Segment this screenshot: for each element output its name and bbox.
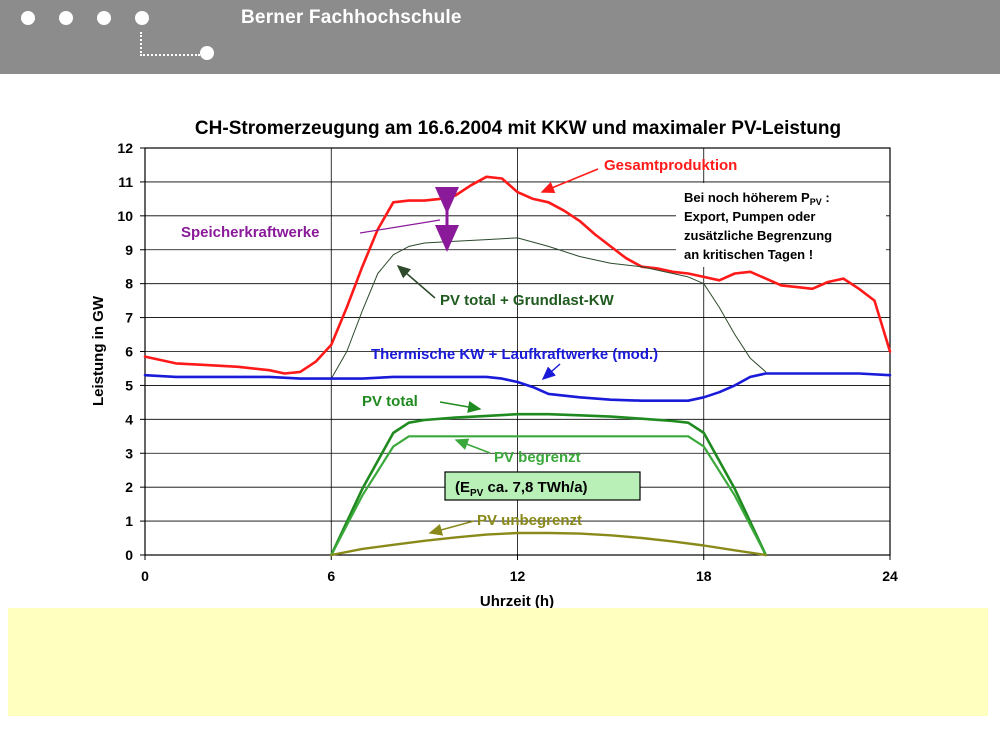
x-tick-label: 24 <box>882 568 898 584</box>
note-line1-sub: PV <box>810 197 822 207</box>
header-bar: Berner Fachhochschule <box>0 0 1000 74</box>
label-gesamtproduktion: Gesamtproduktion <box>604 157 737 174</box>
y-tick-label: 10 <box>117 208 133 224</box>
notes-panel <box>8 608 988 716</box>
y-tick-label: 12 <box>117 140 133 156</box>
series-line-pv-unbegrenzt <box>330 531 767 557</box>
chart-title: CH-Stromerzeugung am 16.6.2004 mit KKW u… <box>195 118 841 139</box>
series-line-grundlast <box>330 237 767 380</box>
y-tick-label: 6 <box>125 344 133 360</box>
svg-text:(EPV ca. 7,8 TWh/a): (EPV ca. 7,8 TWh/a) <box>455 479 588 499</box>
header-title: Berner Fachhochschule <box>241 7 462 28</box>
x-tick-label: 12 <box>510 568 526 584</box>
epv-suffix: ca. 7,8 TWh/a) <box>483 479 587 496</box>
arrow-grundlast <box>396 265 436 299</box>
series-line-thermisch <box>143 372 892 403</box>
note-line3: zusätzliche Begrenzung <box>684 228 832 243</box>
epv-prefix: (E <box>455 479 470 496</box>
y-tick-label: 11 <box>118 174 133 190</box>
epv-box: (EPV ca. 7,8 TWh/a) <box>444 471 641 501</box>
nav-dot-3[interactable] <box>97 11 111 25</box>
nav-dot-2[interactable] <box>59 11 73 25</box>
series-line-gesamt <box>143 175 892 375</box>
note-line2: Export, Pumpen oder <box>684 209 815 224</box>
label-pv-begrenzt: PV begrenzt <box>494 449 581 466</box>
y-axis-label: Leistung in GW <box>90 295 107 406</box>
svg-text:Bei noch höherem PPV :: Bei noch höherem PPV : <box>684 190 830 207</box>
note-box: Bei noch höherem PPV : Export, Pumpen od… <box>676 183 886 267</box>
y-tick-label: 5 <box>125 377 133 393</box>
x-tick-label: 18 <box>696 568 712 584</box>
note-line4: an kritischen Tagen ! <box>684 247 813 262</box>
y-tick-label: 0 <box>125 547 133 563</box>
label-pv-unbegrenzt: PV unbegrenzt <box>477 512 582 529</box>
arrow-pv-total <box>439 401 482 413</box>
note-line1-a: Bei noch höherem P <box>684 190 810 205</box>
nav-dot-5[interactable] <box>200 46 214 60</box>
nav-dot-4[interactable] <box>135 11 149 25</box>
nav-dot-1[interactable] <box>21 11 35 25</box>
y-tick-label: 3 <box>125 445 133 461</box>
series-line-pv-begrenzt <box>330 435 767 557</box>
chart-area: CH-Stromerzeugung am 16.6.2004 mit KKW u… <box>0 100 1000 615</box>
pointer-speicherkraftwerke <box>359 219 441 234</box>
arrow-pv-unbegrenzt <box>428 520 475 536</box>
y-tick-label: 9 <box>125 242 133 258</box>
note-line1-b: : <box>822 190 830 205</box>
arrow-pv-begrenzt <box>454 438 491 454</box>
x-tick-label: 0 <box>141 568 149 584</box>
label-speicherkraftwerke: Speicherkraftwerke <box>181 224 319 241</box>
nav-connector <box>140 32 200 56</box>
arrow-thermisch <box>541 363 561 380</box>
y-tick-label: 8 <box>125 276 133 292</box>
label-thermisch: Thermische KW + Laufkraftwerke (mod.) <box>371 346 658 363</box>
label-grundlast: PV total + Grundlast-KW <box>440 292 615 309</box>
x-tick-label: 6 <box>327 568 335 584</box>
label-pv-total: PV total <box>362 393 418 410</box>
chart-svg: CH-Stromerzeugung am 16.6.2004 mit KKW u… <box>90 118 898 610</box>
arrow-gesamtproduktion <box>540 168 599 193</box>
x-axis-label: Uhrzeit (h) <box>480 593 554 610</box>
series-layer <box>143 175 892 557</box>
series-line-pv-total <box>329 412 768 557</box>
epv-sub: PV <box>470 488 484 499</box>
y-tick-label: 2 <box>125 479 133 495</box>
y-tick-label: 4 <box>125 411 133 427</box>
y-tick-label: 7 <box>125 310 133 326</box>
y-tick-label: 1 <box>125 513 133 529</box>
